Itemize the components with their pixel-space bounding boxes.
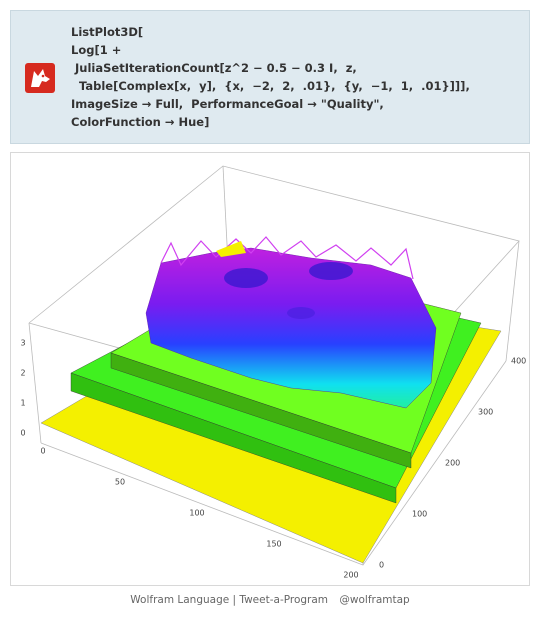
code-line: ImageSize → Full, PerformanceGoal → "Qua…	[71, 97, 384, 111]
tick-label: 200	[343, 571, 358, 580]
tick-label: 50	[115, 478, 125, 487]
tick-label: 0	[379, 561, 384, 570]
tick-label: 100	[412, 510, 427, 519]
plot-panel: 0 1 2 3 0 50 100 150 200 0 100 200 300 400	[10, 152, 530, 586]
tick-label: 0	[40, 447, 45, 456]
tick-label: 2	[20, 369, 25, 378]
code-line: ColorFunction → Hue]	[71, 115, 210, 129]
tick-label: 1	[20, 399, 25, 408]
tick-label: 400	[511, 357, 526, 366]
tick-label: 0	[20, 429, 25, 438]
tick-label: 200	[445, 459, 460, 468]
tick-label: 3	[20, 339, 25, 348]
code-line: Log[1 +	[71, 43, 122, 57]
tick-label: 150	[266, 540, 281, 549]
plot-3d: 0 1 2 3 0 50 100 150 200 0 100 200 300 400	[20, 165, 526, 580]
code-text: ListPlot3D[ Log[1 + JuliaSetIterationCoun…	[71, 23, 470, 131]
footer-handle: @wolframtap	[339, 594, 410, 606]
code-line: JuliaSetIterationCount[z^2 − 0.5 − 0.3 I…	[71, 61, 357, 75]
code-line: Table[Complex[x, y], {x, −2, 2, .01}, {y…	[71, 79, 470, 93]
code-line: ListPlot3D[	[71, 25, 144, 39]
tick-label: 100	[189, 509, 204, 518]
tick-label: 300	[478, 408, 493, 417]
footer: Wolfram Language | Tweet-a-Program @wolf…	[0, 594, 540, 606]
wolf-icon	[25, 63, 55, 93]
code-panel: ListPlot3D[ Log[1 + JuliaSetIterationCoun…	[10, 10, 530, 144]
footer-brand: Wolfram Language | Tweet-a-Program	[130, 594, 329, 606]
